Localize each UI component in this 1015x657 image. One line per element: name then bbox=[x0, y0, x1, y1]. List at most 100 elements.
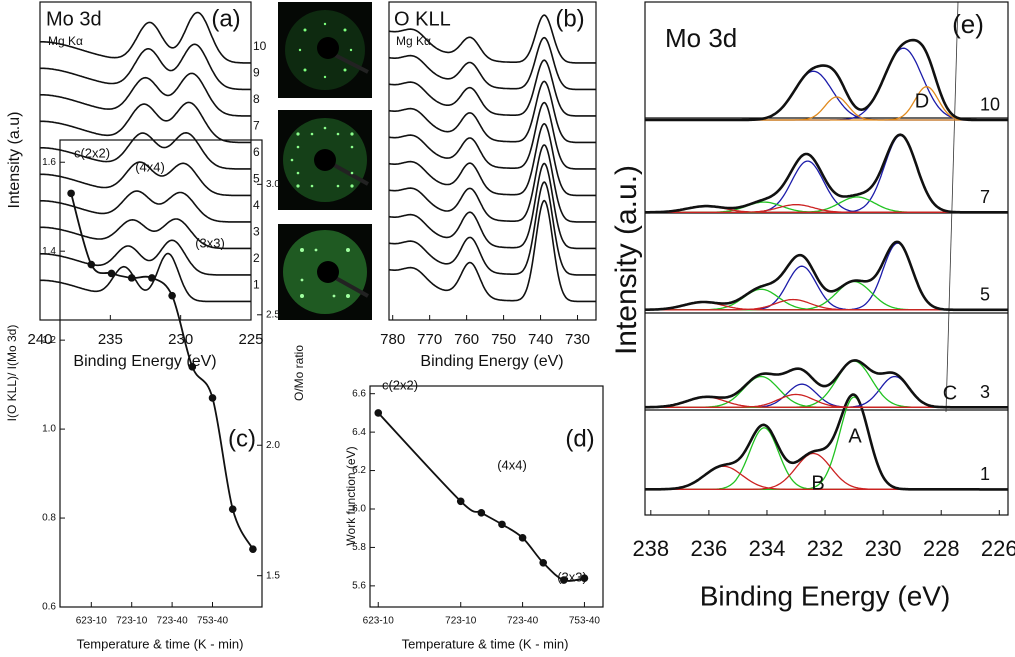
curve-label: 1 bbox=[980, 464, 990, 484]
y2-tick-label: 2.0 bbox=[266, 440, 280, 451]
curve-label: 10 bbox=[253, 39, 267, 53]
fit-component bbox=[645, 70, 1008, 121]
leed-pattern bbox=[278, 224, 372, 320]
y-axis-label: Intensity (a.u.) bbox=[610, 165, 643, 355]
y-axis-label: I(O KLL)/ I(Mo 3d) bbox=[5, 325, 19, 422]
fit-envelope bbox=[645, 393, 1008, 491]
x-tick-label: 623-10 bbox=[363, 616, 395, 627]
annotation: (4x4) bbox=[135, 159, 165, 174]
data-point bbox=[87, 260, 96, 269]
plot-frame bbox=[644, 1, 1009, 516]
leed-pattern bbox=[278, 110, 372, 210]
curve-label: 5 bbox=[980, 285, 990, 305]
panel-label: (e) bbox=[952, 9, 984, 39]
y2-tick-label: 2.5 bbox=[266, 309, 280, 320]
data-point bbox=[168, 291, 176, 300]
data-point bbox=[477, 509, 486, 517]
spectrum bbox=[40, 11, 251, 64]
subframe-dividers bbox=[645, 117, 1008, 411]
data-point bbox=[127, 274, 136, 282]
beam-stop bbox=[314, 149, 336, 171]
y-tick-label: 6.4 bbox=[352, 427, 366, 438]
data-point bbox=[560, 576, 568, 584]
x-tick-label: 240 bbox=[27, 331, 52, 348]
spectrum bbox=[388, 144, 596, 223]
curve-label: 7 bbox=[980, 187, 990, 207]
spectrum bbox=[39, 218, 251, 250]
y-tick-label: 1.4 bbox=[42, 246, 56, 257]
y-tick-label: 0.6 bbox=[42, 602, 56, 613]
spectrum bbox=[39, 239, 251, 276]
annotation: (3x3) bbox=[195, 235, 225, 250]
y-axis-label: Work function (eV) bbox=[344, 446, 358, 545]
x-axis-label: Binding Energy (eV) bbox=[700, 580, 951, 611]
x-tick-label: 750 bbox=[491, 331, 516, 348]
x-tick-label: 236 bbox=[691, 536, 728, 561]
plot-frame bbox=[39, 1, 252, 321]
data-point bbox=[249, 545, 257, 553]
spectrum bbox=[388, 123, 596, 197]
x-tick-label: 234 bbox=[749, 536, 786, 561]
chart-title: O KLL bbox=[394, 8, 451, 30]
x-tick-label: 623-10 bbox=[76, 616, 108, 627]
data-point bbox=[374, 409, 383, 417]
beam-stop bbox=[317, 37, 339, 59]
x-axis-label: Temperature & time (K - min) bbox=[402, 636, 569, 651]
leed-pattern bbox=[278, 2, 372, 98]
spectrum bbox=[39, 72, 251, 117]
spectrum bbox=[388, 59, 596, 117]
data-point bbox=[456, 497, 465, 506]
annotation: D bbox=[915, 90, 929, 112]
fit-envelope bbox=[645, 38, 1008, 122]
leed-spots bbox=[300, 248, 350, 298]
x-tick-label: 230 bbox=[168, 331, 193, 348]
trend-line bbox=[377, 412, 585, 582]
y-tick-label: 6.0 bbox=[352, 504, 366, 515]
annotation: C bbox=[943, 382, 957, 404]
curve-label: 3 bbox=[253, 225, 260, 239]
y-tick-label: 6.2 bbox=[352, 465, 366, 476]
spectrum bbox=[388, 14, 596, 64]
data-point bbox=[67, 189, 75, 198]
trend-line bbox=[70, 193, 254, 550]
x-tick-label: 226 bbox=[981, 536, 1015, 561]
plot-frame bbox=[369, 385, 604, 608]
y2-axis-label: O/Mo ratio bbox=[292, 345, 306, 401]
data-point bbox=[518, 534, 527, 542]
x-tick-label: 753-40 bbox=[197, 616, 229, 627]
spectrum bbox=[388, 80, 596, 144]
spectrum bbox=[388, 101, 596, 170]
fit-component bbox=[645, 396, 1008, 491]
x-tick-label: 232 bbox=[807, 536, 844, 561]
spectrum bbox=[388, 181, 596, 276]
curve-label: 4 bbox=[253, 198, 260, 212]
data-point bbox=[539, 559, 548, 567]
x-tick-label: 723-40 bbox=[507, 616, 539, 627]
spectrum bbox=[39, 43, 251, 91]
y2-tick-label: 1.5 bbox=[266, 570, 280, 581]
curve-label: 7 bbox=[253, 119, 260, 133]
spectrum bbox=[39, 161, 251, 197]
y-tick-label: 5.8 bbox=[352, 542, 366, 553]
spectrum bbox=[388, 36, 596, 91]
x-tick-label: 723-10 bbox=[116, 616, 148, 627]
curve-label: 1 bbox=[253, 278, 260, 292]
panel-label: (b) bbox=[555, 5, 584, 32]
plot-frame bbox=[59, 139, 263, 608]
y-tick-label: 1.6 bbox=[42, 157, 56, 168]
panel-label: (a) bbox=[211, 5, 240, 32]
curve-label: 6 bbox=[253, 145, 260, 159]
data-point bbox=[148, 274, 156, 282]
x-tick-label: 740 bbox=[528, 331, 553, 348]
x-tick-label: 753-40 bbox=[569, 616, 601, 627]
y-tick-label: 0.8 bbox=[42, 513, 56, 524]
fit-component bbox=[645, 47, 1008, 121]
x-tick-label: 235 bbox=[98, 331, 123, 348]
y-tick-label: 1.2 bbox=[42, 335, 56, 346]
x-tick-label: 770 bbox=[417, 331, 442, 348]
fit-envelope bbox=[645, 359, 1008, 409]
leed-spots bbox=[290, 126, 354, 188]
panel-label: (d) bbox=[565, 425, 594, 452]
x-axis-label: Temperature & time (K - min) bbox=[77, 636, 244, 651]
curve-label: 8 bbox=[253, 92, 260, 106]
